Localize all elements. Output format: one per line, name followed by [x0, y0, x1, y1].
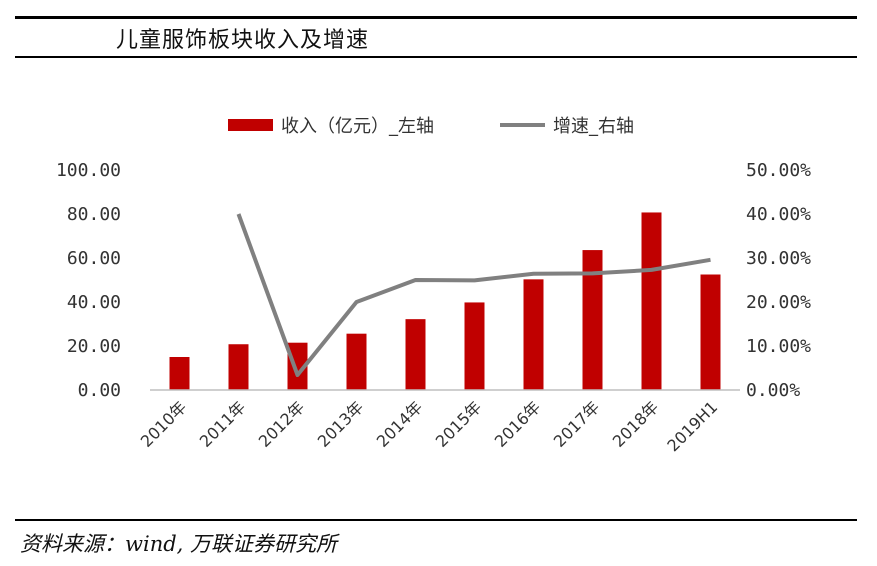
legend: 收入（亿元）_左轴 增速_右轴: [228, 116, 634, 137]
revenue-bar: [700, 274, 721, 390]
growth-line: [236, 213, 711, 377]
revenue-bar: [405, 319, 426, 390]
right-tick-label: 40.00%: [746, 204, 811, 225]
x-tick-label: 2019H1: [663, 397, 721, 455]
revenue-bar: [582, 250, 603, 390]
left-tick-label: 0.00: [78, 380, 121, 401]
x-tick-label: 2015年: [432, 397, 486, 451]
x-tick-label: 2014年: [373, 397, 427, 451]
left-tick-label: 40.00: [67, 292, 121, 313]
x-tick-label: 2010年: [137, 397, 191, 451]
legend-label-revenue: 收入（亿元）_左轴: [281, 116, 434, 137]
revenue-bar: [523, 279, 544, 390]
revenue-bar: [228, 344, 249, 390]
right-tick-label: 30.00%: [746, 248, 811, 269]
left-tick-label: 60.00: [67, 248, 121, 269]
right-tick-label: 20.00%: [746, 292, 811, 313]
chart: 收入（亿元）_左轴 增速_右轴 0.00 20.00 40.00 60.00 80.00…: [56, 116, 811, 455]
revenue-bar: [169, 357, 190, 390]
left-axis-ticks: 0.00 20.00 40.00 60.00 80.00 100.00: [56, 160, 121, 401]
x-tick-label: 2011年: [196, 397, 250, 451]
bottom-rule: [15, 519, 857, 521]
top-rule: [15, 16, 857, 19]
revenue-bar: [346, 333, 367, 390]
legend-swatch-revenue: [228, 119, 273, 131]
x-tick-label: 2016年: [491, 397, 545, 451]
right-tick-label: 50.00%: [746, 160, 811, 181]
revenue-bar: [287, 342, 308, 390]
right-axis-ticks: 0.00% 10.00% 20.00% 30.00% 40.00% 50.00%: [746, 160, 811, 401]
left-tick-label: 20.00: [67, 336, 121, 357]
x-tick-label: 2012年: [255, 397, 309, 451]
right-tick-label: 10.00%: [746, 336, 811, 357]
title-rule: [15, 56, 857, 58]
revenue-bar: [464, 302, 485, 390]
left-tick-label: 80.00: [67, 204, 121, 225]
bars: [169, 212, 721, 390]
source-note: 资料来源：wind, 万联证券研究所: [20, 532, 338, 556]
chart-title: 儿童服饰板块收入及增速: [116, 28, 370, 53]
x-tick-label: 2018年: [609, 397, 663, 451]
x-tick-label: 2013年: [314, 397, 368, 451]
x-axis-labels: 2010年 2011年 2012年 2013年 2014年 2015年 2016年 2017年…: [137, 397, 722, 455]
revenue-bar: [641, 212, 662, 390]
left-tick-label: 100.00: [56, 160, 121, 181]
x-tick-label: 2017年: [550, 397, 604, 451]
legend-label-growth: 增速_右轴: [553, 116, 634, 137]
right-tick-label: 0.00%: [746, 380, 800, 401]
